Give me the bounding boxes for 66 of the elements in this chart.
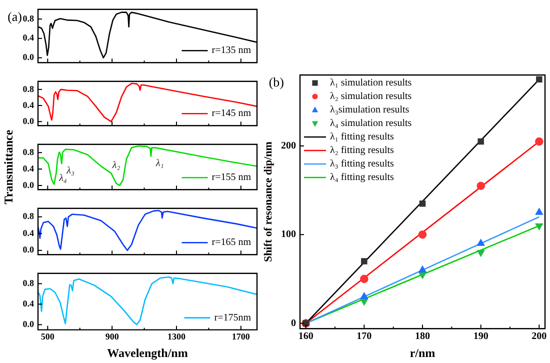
y-tick-label: 0.0 — [22, 244, 34, 255]
point — [418, 266, 426, 272]
y-tick-label: 0.0 — [22, 52, 34, 62]
legend-label: λ₁ simulation results — [330, 78, 412, 89]
legend-label: r=165 nm — [212, 237, 252, 248]
point — [477, 250, 485, 256]
x-axis-title: r/nm — [410, 346, 436, 360]
point — [476, 182, 485, 190]
x-tick-label: 1700 — [232, 332, 250, 342]
text: (b) — [268, 74, 284, 90]
y-tick-label: 0.8 — [22, 84, 34, 94]
annotation: λ₃ — [66, 165, 75, 176]
point — [360, 298, 368, 306]
annotation: λ₁ — [154, 158, 164, 169]
y-tick-label: 0.0 — [22, 180, 34, 190]
y-tick-label: 0.8 — [22, 146, 34, 157]
x-tick-label: 500 — [40, 332, 55, 342]
legend-label: r=145 nm — [212, 108, 252, 120]
point — [418, 272, 426, 279]
x-tick-label: 200 — [532, 331, 547, 342]
y-tick-label: 200 — [281, 140, 296, 152]
point — [536, 76, 542, 83]
y-tick-label: 0 — [291, 318, 296, 329]
y-axis-title: Transmittance — [2, 130, 16, 204]
x-tick-label: 1300 — [167, 332, 186, 342]
legend-label: λ₃simulation results — [330, 104, 410, 116]
legend-label: r=135 nm — [212, 45, 252, 56]
point — [360, 274, 368, 284]
point — [535, 137, 544, 146]
x-tick-label: 190 — [473, 331, 488, 342]
y-tick-label: 0.8 — [22, 278, 34, 288]
legend-label: λ₂ simulation results — [330, 91, 412, 102]
legend-label: λ₄ fitting results — [330, 172, 394, 184]
legend-label: r=155 nm — [212, 172, 252, 184]
y-tick-label: 0.4 — [22, 228, 34, 238]
y-tick-label: 0.4 — [22, 298, 34, 308]
x-tick-label: 170 — [356, 331, 372, 342]
x-tick-label: 900 — [105, 332, 120, 342]
text: (a) — [8, 8, 22, 24]
point — [361, 258, 368, 264]
legend-label: λ₁ fitting results — [330, 132, 394, 143]
annotation: λ₄ — [58, 172, 68, 184]
point — [478, 138, 484, 145]
annotation: λ₂ — [111, 160, 121, 172]
point — [535, 223, 543, 230]
legend-label: r=175nm — [214, 312, 252, 324]
point — [477, 239, 485, 246]
legend-label: λ₄ simulation results — [330, 118, 412, 130]
y-tick-label: 0.0 — [22, 116, 34, 126]
x-tick-label: 160 — [298, 331, 314, 342]
legend-label: λ₂ fitting results — [330, 145, 394, 156]
x-axis-title: Wavelength/nm — [107, 346, 188, 360]
y-tick-label: 0.8 — [22, 211, 34, 222]
point — [535, 208, 543, 215]
x-tick-label: 180 — [415, 331, 430, 342]
point — [419, 200, 426, 207]
legend-label: λ₃ fitting results — [330, 158, 394, 170]
y-tick-label: 0.4 — [22, 163, 34, 174]
y-tick-label: 0.4 — [22, 32, 34, 43]
y-tick-label: 0.8 — [22, 13, 34, 24]
y-tick-label: 100 — [281, 229, 296, 240]
point — [418, 230, 427, 239]
y-tick-label: 0.0 — [22, 319, 34, 329]
point — [360, 292, 368, 300]
y-tick-label: 0.4 — [22, 100, 34, 110]
y-axis-title: Shift of resonance dip/nm — [262, 142, 274, 262]
